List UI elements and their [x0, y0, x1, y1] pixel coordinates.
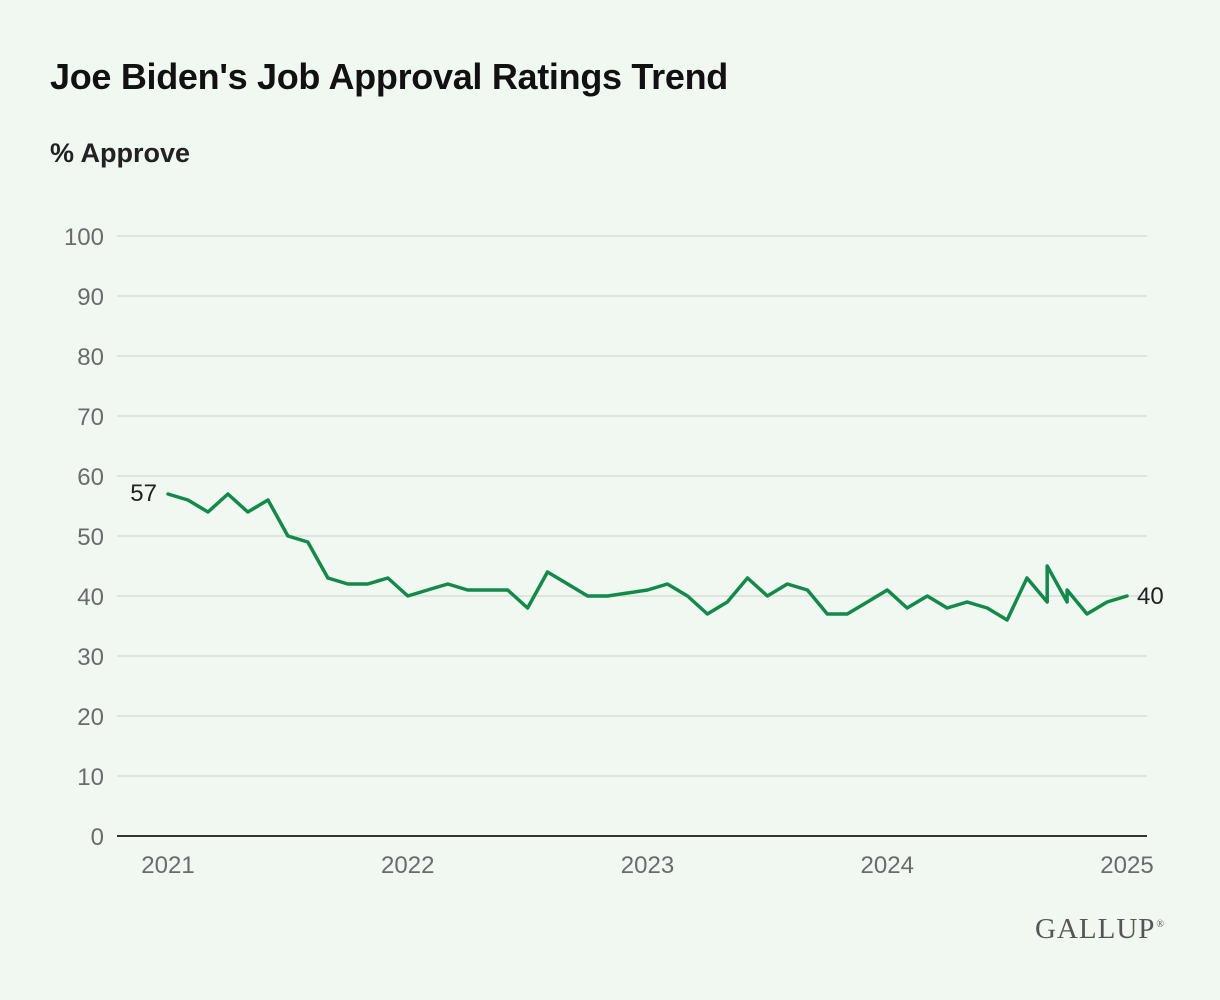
brand-name: GALLUP	[1035, 913, 1156, 945]
y-tick-labels: 0 10 20 30 40 50 60 70 80 90 100	[64, 224, 104, 851]
y-tick-20: 20	[77, 704, 104, 731]
gridlines	[117, 235, 1147, 837]
y-tick-0: 0	[91, 824, 104, 851]
y-tick-70: 70	[77, 404, 104, 431]
y-tick-50: 50	[77, 524, 104, 551]
y-axis-label: % Approve	[50, 138, 191, 168]
y-tick-90: 90	[77, 284, 104, 311]
y-tick-40: 40	[77, 584, 104, 611]
data-labels: 57 40	[130, 480, 1163, 610]
x-tick-2023: 2023	[621, 852, 674, 879]
start-value-label: 57	[130, 480, 157, 507]
y-tick-100: 100	[64, 224, 104, 251]
approval-line	[166, 492, 1129, 622]
gallup-logo: GALLUP®	[1035, 913, 1165, 946]
registered-mark: ®	[1156, 919, 1165, 930]
end-value-label: 40	[1137, 583, 1164, 610]
series	[166, 492, 1129, 622]
x-tick-2021: 2021	[141, 852, 194, 879]
y-tick-80: 80	[77, 344, 104, 371]
chart-title: Joe Biden's Job Approval Ratings Trend	[50, 56, 728, 97]
x-tick-2024: 2024	[861, 852, 914, 879]
y-tick-30: 30	[77, 644, 104, 671]
y-tick-60: 60	[77, 464, 104, 491]
x-tick-labels: 2021 2022 2023 2024 2025	[141, 852, 1153, 879]
x-tick-2022: 2022	[381, 852, 434, 879]
y-tick-10: 10	[77, 764, 104, 791]
x-tick-2025: 2025	[1100, 852, 1153, 879]
